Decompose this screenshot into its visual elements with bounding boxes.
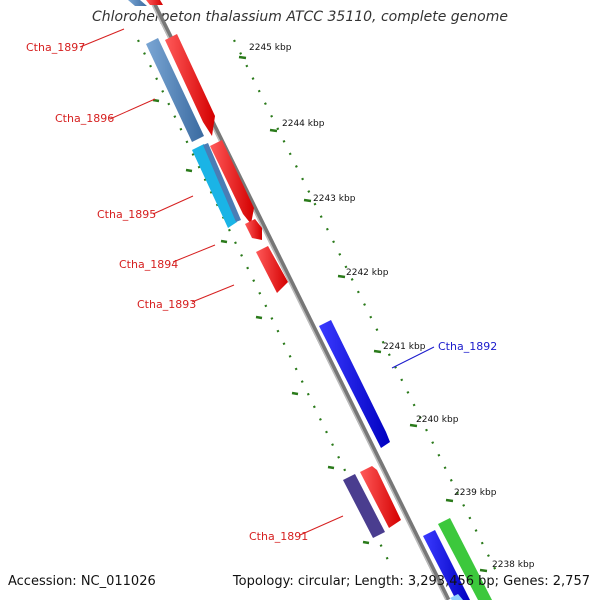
gene-ctha-1896-forward[interactable] [165,34,215,136]
kbp-labels: 2245 kbp 2244 kbp 2243 kbp 2242 kbp 2241… [249,43,535,570]
topology-text: Topology: circular; Length: 3,293,456 bp… [232,574,590,589]
kbp-ticks [152,55,488,573]
gene-label-ctha-1891[interactable]: Ctha_1891 [249,530,308,543]
tick-label: 2242 kbp [346,268,389,278]
gene-feature[interactable] [423,530,470,600]
gene-feature[interactable] [128,0,147,6]
gene-ctha-1892[interactable] [319,320,390,448]
gene-ctha-1895[interactable] [192,144,237,228]
gene-labels: Ctha_1897 Ctha_1896 Ctha_1895 Ctha_1894 … [26,41,497,543]
ruler-outer [233,39,499,576]
gene-label-ctha-1894[interactable]: Ctha_1894 [119,258,178,271]
gene-ctha-1891[interactable] [343,474,385,538]
gene-feature[interactable] [210,140,254,224]
gene-feature[interactable] [438,518,492,600]
tick-label: 2240 kbp [416,415,459,425]
accession-text: Accession: NC_011026 [8,574,156,589]
gene-features [128,0,492,600]
gene-feature[interactable] [450,594,463,600]
tick-label: 2245 kbp [249,43,292,53]
map-title: Chloroherpeton thalassium ATCC 35110, co… [92,9,508,25]
tick-label: 2238 kbp [492,560,535,570]
gene-label-ctha-1895[interactable]: Ctha_1895 [97,208,156,221]
gene-label-ctha-1897[interactable]: Ctha_1897 [26,41,85,54]
gene-ctha-1896[interactable] [146,38,204,142]
gene-ctha-1895-steel[interactable] [203,143,241,222]
gene-feature[interactable] [360,466,401,528]
gene-label-ctha-1892[interactable]: Ctha_1892 [438,340,497,353]
tick-label: 2241 kbp [383,342,426,352]
label-leaders [79,28,435,536]
gene-feature[interactable] [146,0,163,5]
tick-label: 2244 kbp [282,119,325,129]
tick-label: 2243 kbp [313,194,356,204]
gene-label-ctha-1896[interactable]: Ctha_1896 [55,112,114,125]
gene-label-ctha-1893[interactable]: Ctha_1893 [137,298,196,311]
gene-ctha-1893[interactable] [256,246,288,293]
tick-label: 2239 kbp [454,488,497,498]
gene-ctha-1894[interactable] [245,219,262,240]
